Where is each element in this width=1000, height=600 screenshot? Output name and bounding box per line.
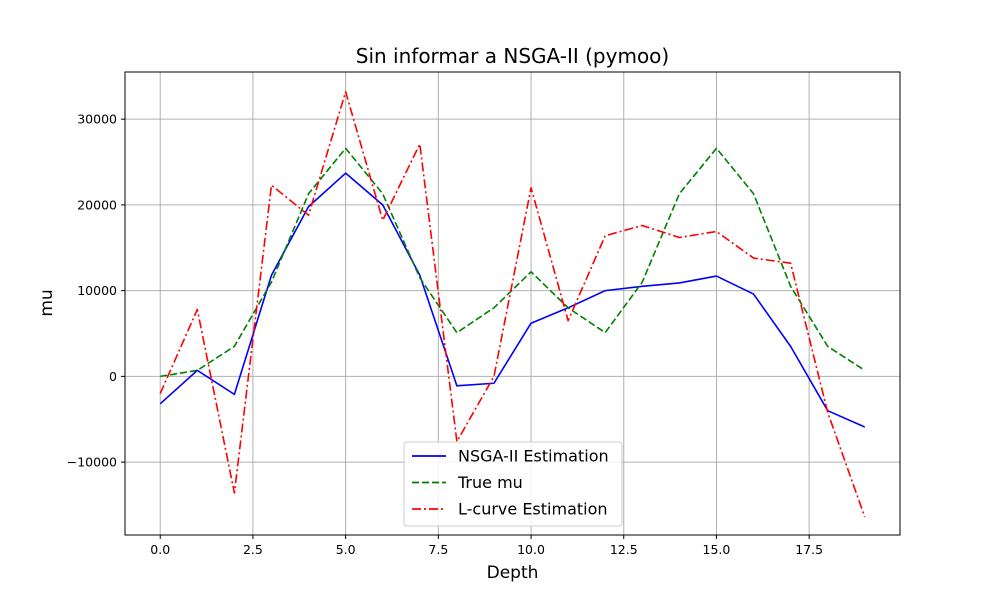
x-tick-label: 2.5 (243, 542, 263, 557)
y-tick-label: 0 (109, 369, 117, 384)
legend-box (403, 441, 623, 527)
legend-label: True mu (457, 473, 523, 492)
y-axis-label: mu (37, 289, 57, 316)
y-axis-ticks: −10000 0 10000 20000 30000 (67, 112, 125, 470)
x-tick-label: 15.0 (703, 542, 731, 557)
y-tick-label: 30000 (77, 112, 117, 127)
series-line-nsga-ii-estimation (159, 172, 866, 428)
x-tick-label: 17.5 (795, 542, 823, 557)
series-line-true-mu (160, 147, 866, 378)
legend-label: L-curve Estimation (458, 500, 608, 519)
x-tick-label: 5.0 (336, 542, 356, 557)
series-line-l-curve-estimation (159, 90, 866, 518)
y-tick-label: 20000 (77, 197, 117, 212)
x-tick-label: 0.0 (150, 542, 170, 557)
series-lines (159, 90, 866, 518)
plot-frame (124, 71, 901, 536)
x-tick-label: 12.5 (610, 542, 638, 557)
x-tick-label: 7.5 (428, 542, 448, 557)
y-tick-label: 10000 (77, 283, 117, 298)
legend-label: NSGA-II Estimation (458, 447, 609, 466)
x-axis-ticks: 0.0 2.5 5.0 7.5 10.0 12.5 15.0 17.5 (150, 535, 823, 557)
x-axis-label: Depth (487, 563, 539, 583)
y-tick-label: −10000 (67, 455, 117, 470)
legend: NSGA-II Estimation True mu L-curve Estimat… (403, 441, 623, 527)
chart-title: Sin informar a NSGA-II (pymoo) (356, 44, 669, 68)
x-tick-label: 10.0 (517, 542, 545, 557)
